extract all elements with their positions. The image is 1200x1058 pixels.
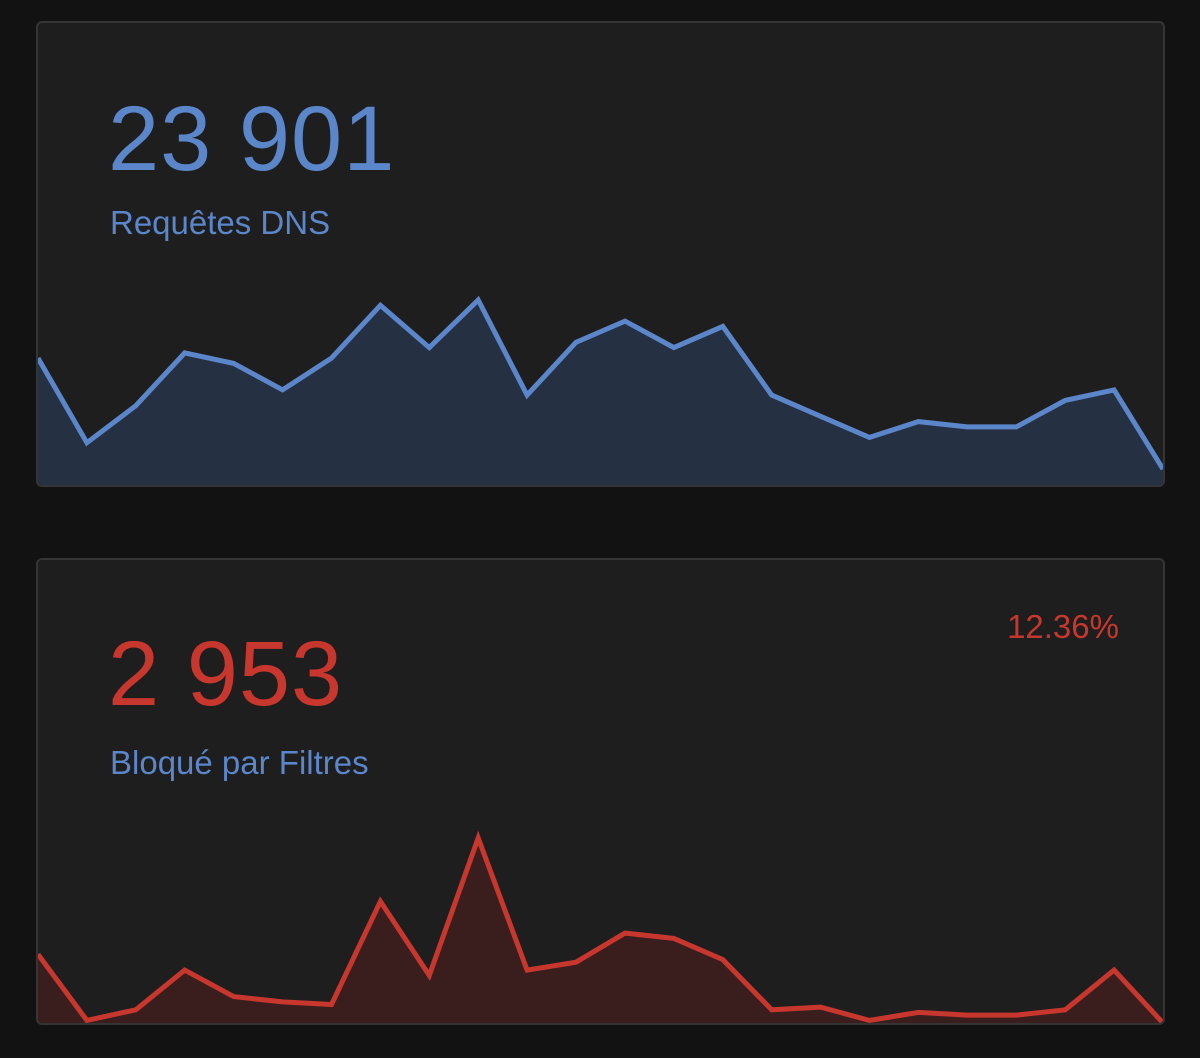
dns-queries-label: Requêtes DNS xyxy=(110,204,331,241)
blocked-by-filters-card: 12.36% 2 953 Bloqué par Filtres xyxy=(36,558,1165,1025)
blocked-count: 2 953 xyxy=(108,623,344,725)
blocked-series-line xyxy=(38,830,1163,1023)
blocked-percentage: 12.36% xyxy=(1007,608,1119,645)
dns-queries-card: 23 901 Requêtes DNS xyxy=(36,21,1165,487)
blocked-sparkline xyxy=(38,830,1163,1023)
blocked-label: Bloqué par Filtres xyxy=(110,744,369,781)
dns-queries-sparkline xyxy=(38,295,1163,485)
dns-queries-count: 23 901 xyxy=(108,88,396,190)
blocked-area-fill xyxy=(38,838,1163,1023)
dns-series-line xyxy=(38,295,1163,471)
dns-area-fill xyxy=(38,300,1163,485)
